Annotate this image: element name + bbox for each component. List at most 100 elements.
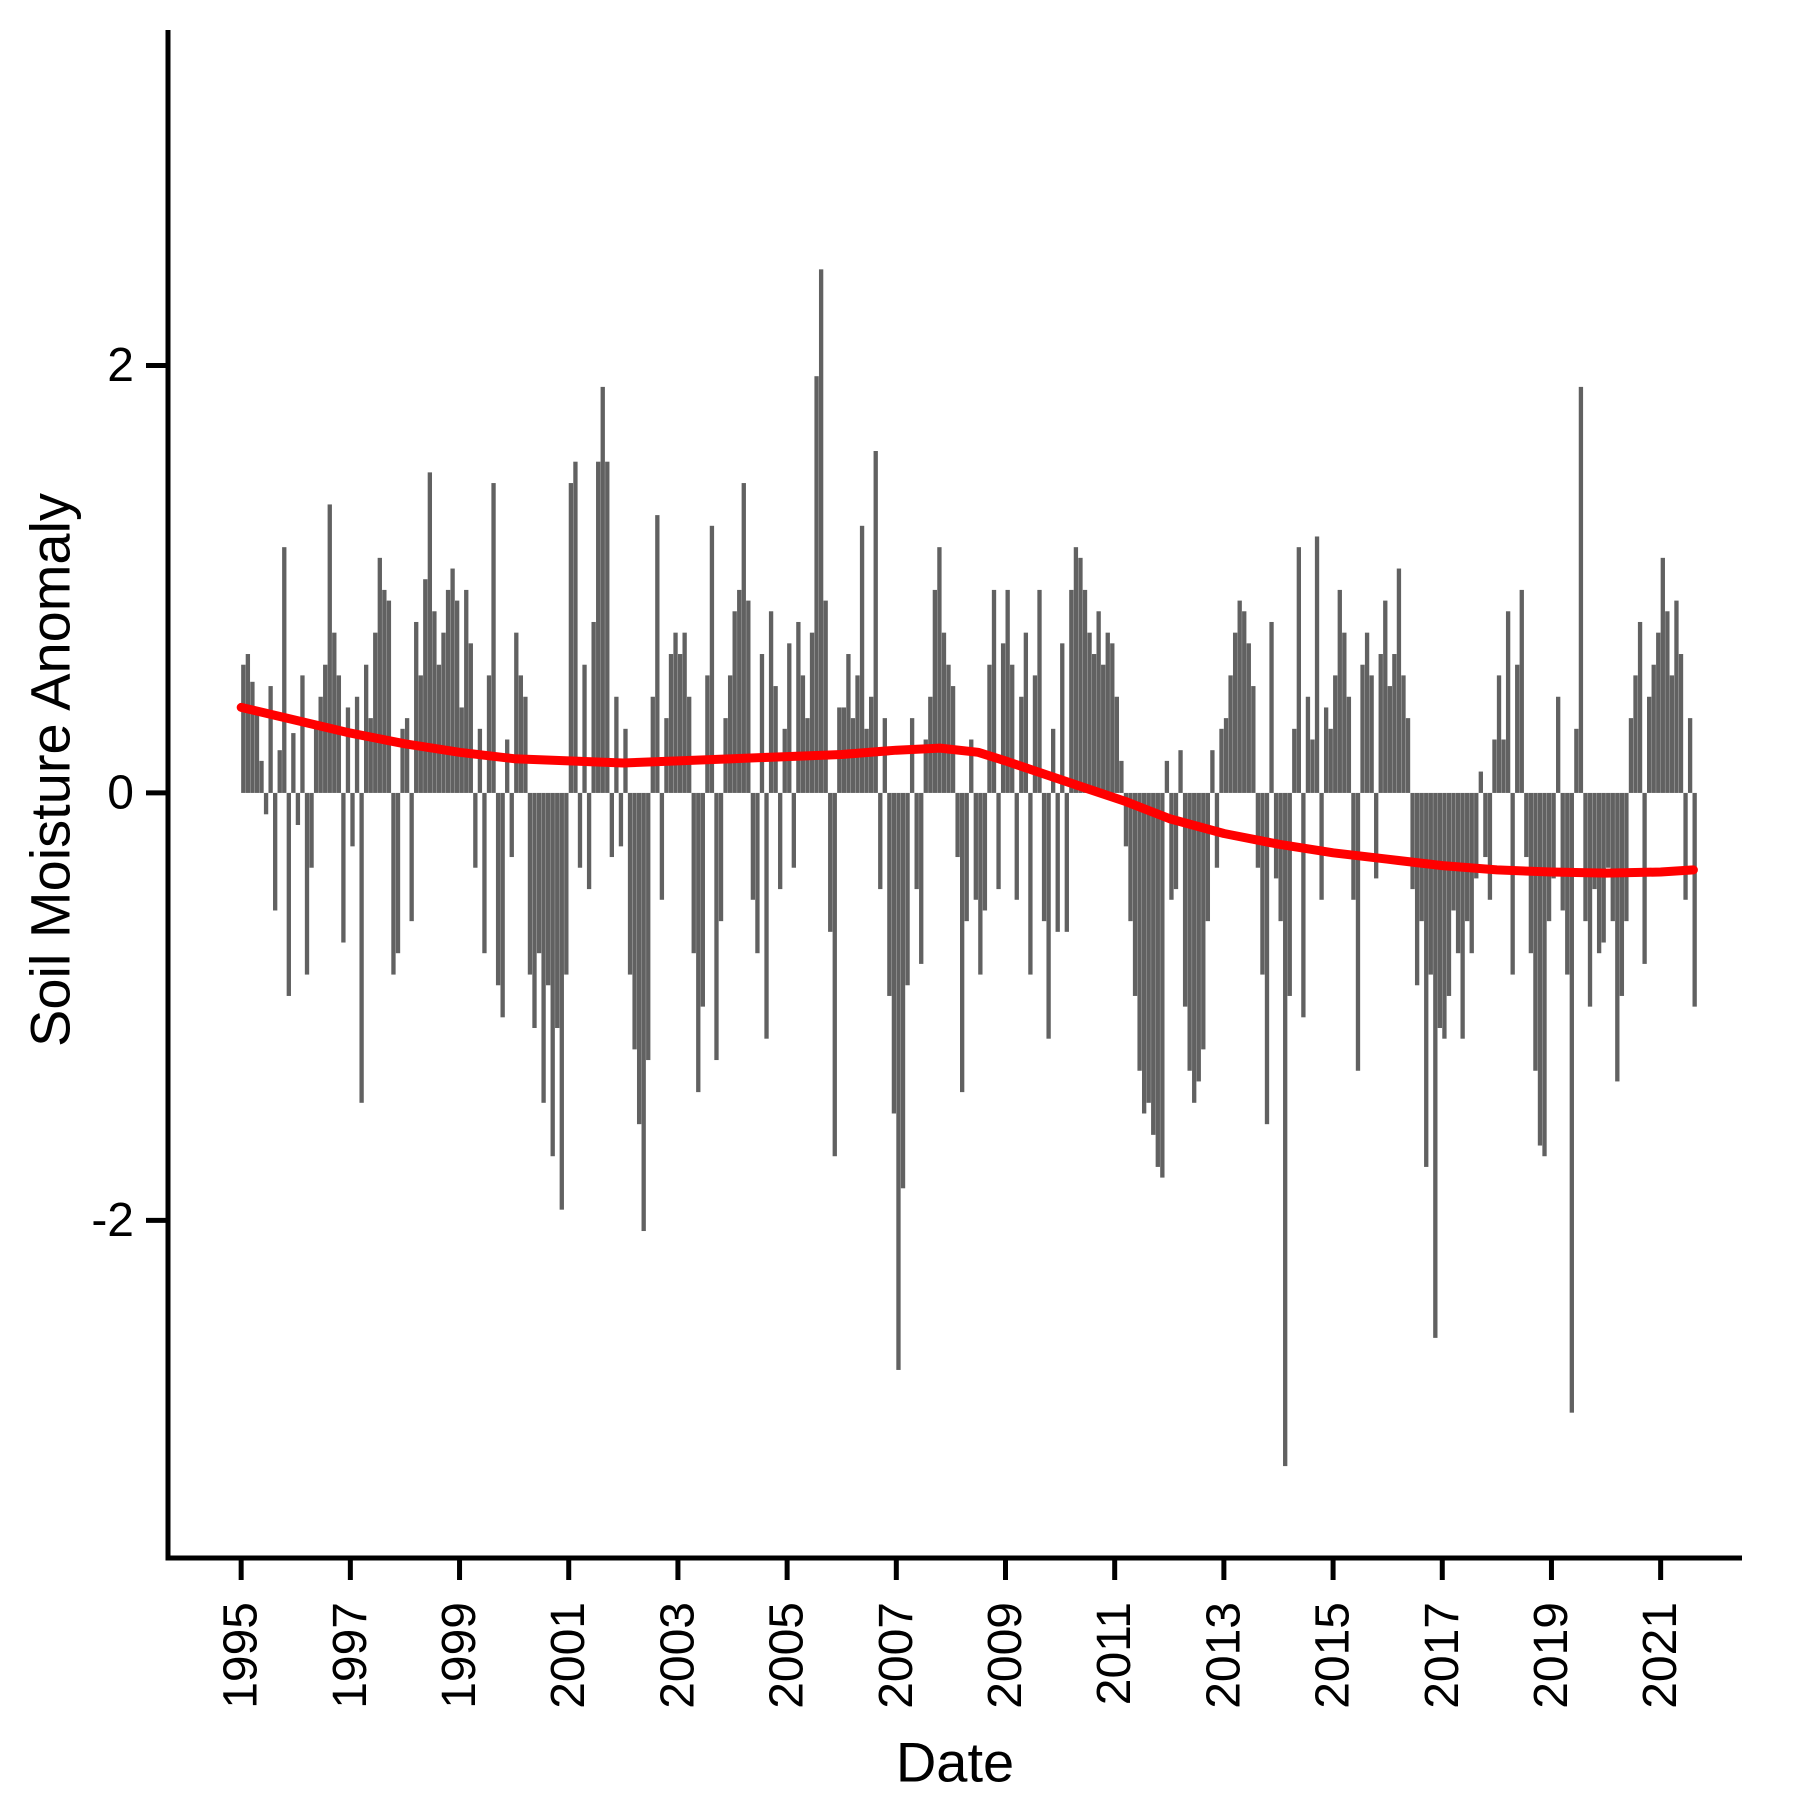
anomaly-bar — [1383, 600, 1388, 793]
anomaly-bar — [295, 792, 301, 825]
anomaly-bar — [1196, 792, 1201, 1082]
anomaly-bar — [1515, 664, 1520, 793]
anomaly-bar — [1410, 792, 1415, 890]
anomaly-bar — [1255, 792, 1261, 868]
anomaly-bar — [1105, 632, 1110, 793]
anomaly-bar — [1082, 589, 1088, 793]
anomaly-bar — [1546, 792, 1552, 922]
anomaly-bar — [582, 664, 587, 793]
anomaly-bar — [755, 792, 760, 954]
anomaly-bar — [1128, 792, 1133, 922]
anomaly-bar — [1647, 696, 1652, 793]
anomaly-bar — [1046, 792, 1051, 1039]
anomaly-bar — [709, 525, 715, 793]
anomaly-bar — [1278, 792, 1283, 922]
anomaly-bar — [627, 792, 633, 975]
anomaly-bar — [1665, 611, 1670, 793]
anomaly-bar — [555, 792, 560, 1029]
anomaly-bar — [1683, 792, 1688, 900]
anomaly-bar — [887, 792, 892, 996]
anomaly-bar — [960, 792, 965, 1093]
anomaly-bar — [668, 654, 674, 793]
anomaly-bar — [1119, 760, 1124, 793]
anomaly-bar — [1310, 739, 1315, 793]
anomaly-bar — [1251, 686, 1256, 793]
anomaly-bar — [641, 792, 646, 1232]
y-tick-label: 0 — [107, 766, 134, 819]
anomaly-bar — [1246, 643, 1251, 793]
anomaly-bar — [568, 483, 574, 793]
anomaly-bar — [1032, 675, 1038, 793]
anomaly-bar — [1296, 547, 1301, 793]
anomaly-bar — [491, 483, 496, 793]
anomaly-bar — [987, 664, 992, 793]
anomaly-bar — [532, 792, 537, 1029]
anomaly-bar — [778, 792, 783, 890]
anomaly-bar — [1073, 547, 1079, 793]
anomaly-bar — [268, 686, 273, 793]
anomaly-bar — [1501, 739, 1506, 793]
anomaly-bar — [1087, 632, 1092, 793]
anomaly-bar — [277, 750, 282, 793]
anomaly-bar — [1424, 792, 1429, 1167]
anomaly-bar — [1551, 792, 1556, 879]
anomaly-bar — [477, 728, 483, 793]
anomaly-bar — [259, 760, 264, 793]
anomaly-bar — [919, 792, 924, 964]
anomaly-bar — [650, 696, 655, 793]
anomaly-bar — [1428, 792, 1433, 975]
anomaly-bar — [741, 483, 746, 793]
anomaly-bar — [746, 600, 751, 793]
anomaly-bar — [341, 792, 346, 943]
anomaly-bar — [486, 675, 492, 793]
anomaly-bar — [1005, 589, 1010, 793]
anomaly-bar — [391, 792, 396, 975]
anomaly-bar — [950, 686, 956, 793]
anomaly-bar — [1333, 675, 1338, 793]
anomaly-bar — [541, 792, 546, 1103]
anomaly-bar — [1474, 792, 1479, 879]
anomaly-bar — [1151, 792, 1156, 1135]
anomaly-bar — [687, 696, 692, 793]
anomaly-bar — [354, 696, 360, 793]
anomaly-bar — [664, 718, 669, 793]
anomaly-bar — [823, 600, 828, 793]
anomaly-bar — [941, 632, 947, 793]
anomaly-bar — [996, 792, 1001, 890]
anomaly-bar — [796, 621, 801, 793]
anomaly-bar — [1141, 792, 1147, 1114]
anomaly-bar — [632, 792, 637, 1050]
x-tick-label: 2009 — [979, 1602, 1032, 1709]
anomaly-bar — [1132, 792, 1138, 996]
anomaly-bar — [1301, 792, 1306, 1018]
anomaly-bar — [859, 525, 865, 793]
x-tick-label: 2017 — [1416, 1602, 1469, 1709]
anomaly-bar — [828, 792, 833, 932]
anomaly-bar — [1492, 739, 1497, 793]
anomaly-bar — [1169, 792, 1174, 900]
anomaly-bar — [436, 664, 442, 793]
anomaly-bar — [1556, 696, 1561, 793]
anomaly-bar — [1678, 654, 1684, 793]
anomaly-bar — [395, 792, 401, 954]
x-tick-label: 2005 — [761, 1602, 814, 1709]
x-tick-label: 2015 — [1307, 1602, 1360, 1709]
anomaly-bar — [1405, 718, 1411, 793]
x-tick-label: 2007 — [870, 1602, 923, 1709]
anomaly-bar — [727, 675, 733, 793]
anomaly-bar — [1164, 760, 1170, 793]
anomaly-bar — [350, 792, 355, 847]
anomaly-bar — [445, 589, 451, 793]
anomaly-bar — [1028, 792, 1033, 975]
anomaly-bar — [536, 792, 542, 954]
anomaly-bar — [1637, 621, 1643, 793]
anomaly-bar — [1460, 792, 1465, 1039]
anomaly-bar — [1433, 792, 1438, 1338]
anomaly-bar — [1569, 792, 1574, 1413]
anomaly-bar — [1414, 792, 1420, 986]
anomaly-bar — [696, 792, 701, 1093]
anomaly-bar — [846, 654, 851, 793]
anomaly-bar — [636, 792, 642, 1125]
anomaly-bar — [1014, 792, 1019, 900]
anomaly-bar — [1478, 771, 1483, 793]
